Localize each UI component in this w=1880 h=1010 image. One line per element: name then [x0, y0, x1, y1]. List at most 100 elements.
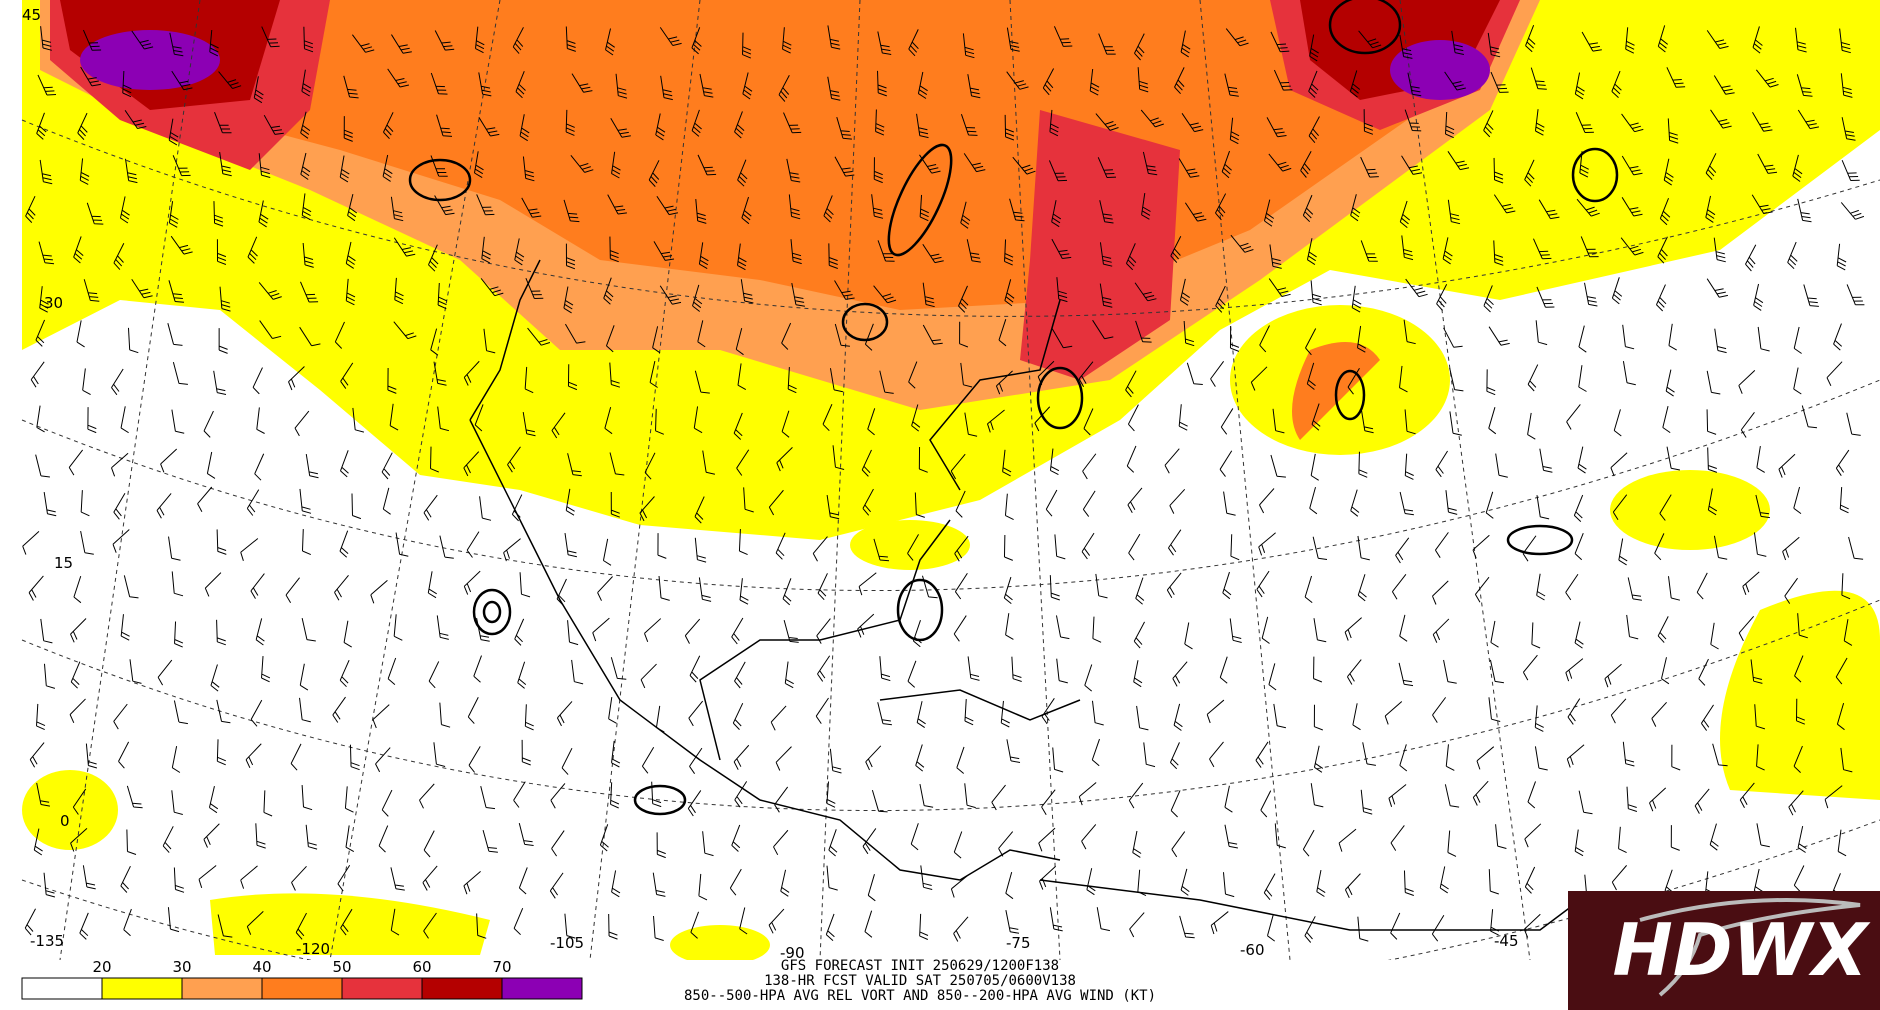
wind-barb	[738, 529, 748, 556]
colorbar-box	[501, 977, 583, 1000]
wind-barb	[639, 496, 655, 522]
wind-barb	[571, 73, 593, 93]
wind-barb	[1483, 110, 1494, 138]
wind-barb	[300, 281, 319, 303]
wind-barb	[652, 872, 666, 897]
wind-barb	[1049, 907, 1063, 932]
wind-barb	[1255, 741, 1269, 768]
wind-barb	[170, 235, 193, 255]
wind-barb	[79, 912, 89, 940]
wind-barb	[1309, 34, 1319, 62]
wind-barb	[430, 155, 448, 177]
wind-barb	[1310, 783, 1324, 808]
wind-barb	[378, 825, 389, 853]
wind-barb	[428, 661, 440, 689]
wind-barb	[1757, 326, 1770, 352]
wind-barb	[1840, 202, 1865, 220]
wind-barb	[1625, 27, 1635, 54]
wind-barb	[1530, 67, 1547, 90]
wind-barb	[829, 748, 842, 774]
wind-barb	[1696, 572, 1708, 600]
wind-barb	[1260, 790, 1272, 818]
contour	[1328, 0, 1402, 55]
lon-label: -90	[780, 944, 805, 962]
wind-barb	[826, 865, 838, 891]
wind-barb	[1229, 117, 1240, 145]
wind-barb	[770, 705, 787, 731]
wind-barb	[873, 285, 897, 304]
coastline	[879, 689, 1081, 721]
wind-barb	[1220, 408, 1234, 435]
wind-barb	[219, 151, 232, 177]
wind-barb	[656, 832, 666, 859]
wind-barb	[644, 452, 656, 480]
lon-line	[1399, 0, 1531, 961]
contour	[472, 588, 512, 636]
wind-barb	[351, 493, 362, 520]
wind-barb	[168, 118, 179, 146]
wind-barb	[781, 322, 792, 350]
coastline	[929, 299, 1061, 491]
colorbar-label: 40	[252, 958, 271, 976]
wind-barb	[950, 874, 969, 898]
wind-barb	[592, 617, 610, 642]
wind-barb	[1135, 577, 1145, 605]
wind-barb	[918, 447, 928, 473]
wind-barb	[1620, 237, 1644, 256]
wind-barb	[1004, 114, 1015, 141]
wind-barb	[1206, 699, 1225, 724]
wind-barb	[1472, 534, 1490, 559]
wind-barb	[862, 488, 874, 516]
wind-barb	[393, 321, 417, 340]
wind-barb	[822, 403, 833, 432]
wind-barb	[511, 494, 523, 522]
wind-barb	[919, 154, 941, 174]
wind-barb	[423, 494, 438, 521]
wind-barb	[1567, 698, 1581, 725]
wind-barb	[468, 746, 481, 773]
wind-barb	[1794, 655, 1804, 683]
colorbar-label: 60	[412, 958, 431, 976]
coastlines	[469, 259, 1581, 931]
wind-barb	[609, 236, 619, 263]
wind-barb	[1403, 870, 1414, 896]
wind-barb	[1401, 155, 1423, 175]
wind-barb	[258, 153, 271, 178]
lat-label: 30	[44, 294, 63, 312]
wind-barb	[694, 496, 705, 524]
wind-barb	[301, 617, 316, 642]
wind-barb	[387, 657, 397, 685]
wind-barb	[1432, 580, 1449, 605]
wind-barb	[481, 236, 491, 264]
wind-barb	[167, 907, 180, 933]
wind-barb	[255, 823, 266, 849]
wind-barb	[1663, 158, 1674, 186]
wind-barb	[1445, 111, 1455, 139]
shade-20	[210, 893, 490, 955]
wind-barb	[823, 195, 834, 223]
wind-barb	[1751, 194, 1773, 214]
wind-barb	[73, 236, 84, 264]
wind-barb	[564, 913, 576, 939]
wind-barb	[1797, 109, 1819, 130]
wind-barb	[1051, 328, 1073, 349]
wind-barb	[1316, 869, 1326, 897]
wind-barb	[294, 410, 310, 437]
lon-label: -105	[550, 934, 584, 952]
wind-barb	[1796, 74, 1813, 97]
wind-barb	[1099, 283, 1113, 308]
wind-barb	[695, 198, 707, 224]
wind-barb	[915, 744, 925, 772]
wind-barb	[826, 494, 840, 520]
wind-barb	[1801, 405, 1818, 429]
wind-barb	[740, 279, 754, 304]
wind-barb	[1667, 118, 1679, 144]
wind-barb	[1305, 328, 1317, 356]
wind-barb	[658, 575, 670, 601]
wind-barb	[1710, 622, 1719, 650]
wind-barb	[1052, 747, 1064, 773]
wind-barb	[390, 867, 405, 891]
wind-barb	[597, 576, 613, 601]
wind-barb	[382, 487, 391, 515]
wind-barb	[1574, 621, 1584, 649]
